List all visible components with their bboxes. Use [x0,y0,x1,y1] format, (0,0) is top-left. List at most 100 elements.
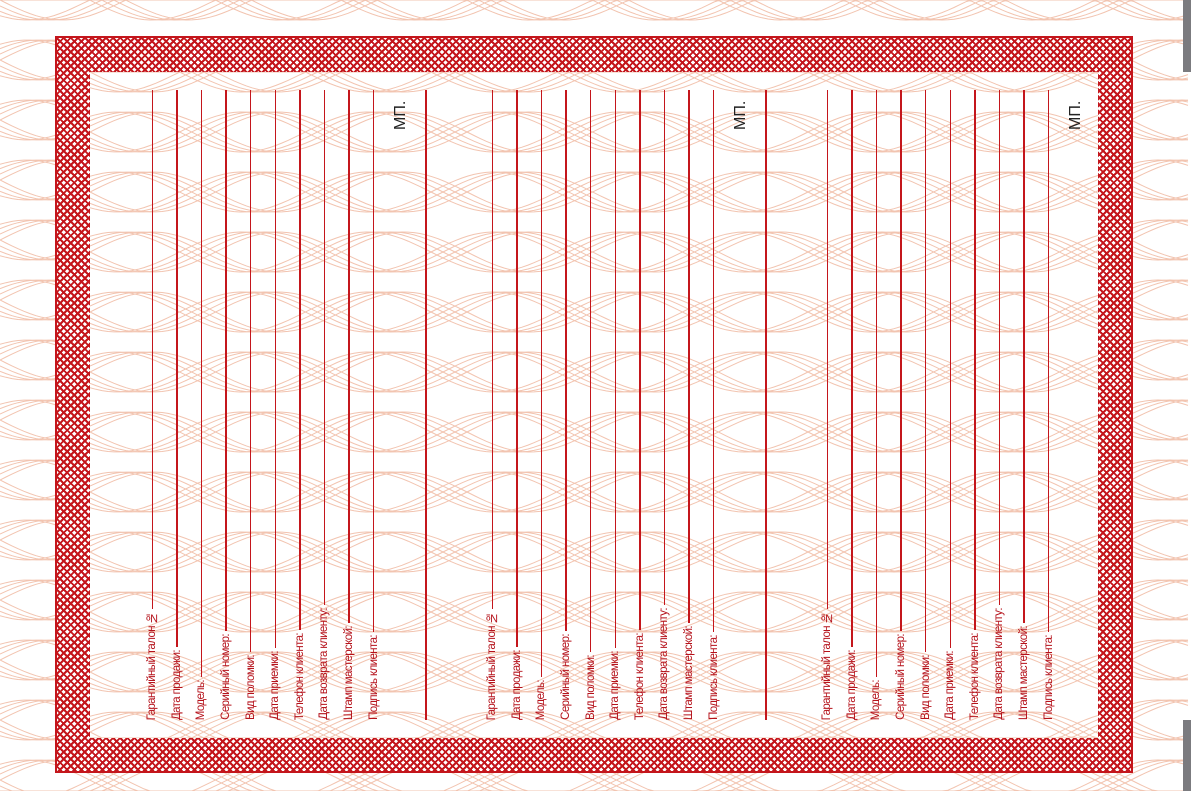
field-column[interactable]: Дата возврата клиенту: [987,90,1012,720]
field-column[interactable]: Дата продажи: [505,90,530,720]
fill-line [225,90,227,632]
field-label: Дата приемки: [944,651,957,720]
field-label: Модель: [535,679,548,720]
field-column[interactable]: Телефон клиента: [963,90,988,720]
coupon-divider [425,90,427,720]
field-label: Телефон клиента: [968,632,981,720]
fill-line [851,90,853,647]
warranty-coupon: Гарантийный талон № Дата продажи: Модель: С… [140,90,410,720]
field-label: Гарантийный талон № [486,611,499,720]
fill-line [323,90,326,606]
field-column[interactable]: Модель: [529,90,554,720]
coupon-divider [765,90,767,720]
warranty-coupon: Гарантийный талон № Дата продажи: Модель: С… [815,90,1085,720]
field-label: Штамп мастерской: [683,625,696,720]
field-column[interactable]: Серийный номер: [554,90,579,720]
field-label: Серийный номер: [895,634,908,720]
fill-line [924,90,927,653]
stamp-label: МП. [391,100,409,130]
field-column[interactable]: Телефон клиента: [628,90,653,720]
fill-line [491,90,494,609]
fill-line [663,90,666,606]
fill-line [516,90,518,647]
stamp-label: МП. [731,100,749,130]
field-label: Дата продажи: [510,649,523,720]
field-label: Модель: [870,679,883,720]
field-column[interactable]: Дата приемки: [263,90,288,720]
field-label: Штамп мастерской: [343,625,356,720]
field-column[interactable]: Модель: [864,90,889,720]
field-label: Дата возврата клиенту: [993,608,1006,720]
field-column[interactable]: Дата приемки: [603,90,628,720]
fill-line [372,90,375,633]
field-column[interactable]: Модель: [189,90,214,720]
field-column[interactable]: Серийный номер: [889,90,914,720]
fill-line [565,90,567,632]
field-column[interactable]: Штамп мастерской: [337,90,362,720]
field-column[interactable]: Серийный номер: [214,90,239,720]
fill-line [1047,90,1050,633]
fill-line [176,90,178,647]
scrollbar-top[interactable] [1183,0,1191,72]
field-label: Серийный номер: [560,634,573,720]
field-label: Телефон клиента: [633,632,646,720]
fill-line [200,90,203,677]
field-column[interactable]: Дата продажи: [165,90,190,720]
field-label: Дата продажи: [845,649,858,720]
fill-line [151,90,154,609]
fill-line [900,90,902,632]
field-column[interactable]: Гарантийный талон № [815,90,840,720]
warranty-coupon: Гарантийный талон № Дата продажи: Модель: С… [480,90,750,720]
field-label: Дата возврата клиенту: [658,608,671,720]
field-label: Дата приемки: [269,651,282,720]
fill-line [614,90,617,649]
fill-line [875,90,878,677]
field-label: Вид поломки: [584,655,597,720]
field-label: Подпись клиента: [1042,635,1055,720]
field-column[interactable]: Дата возврата клиенту: [652,90,677,720]
field-label: Телефон клиента: [293,632,306,720]
field-column[interactable]: Штамп мастерской: [1012,90,1037,720]
fill-line [1023,90,1025,623]
fill-line [348,90,350,623]
field-label: Гарантийный талон № [146,611,159,720]
field-column[interactable]: Гарантийный талон № [140,90,165,720]
field-column[interactable]: Дата продажи: [840,90,865,720]
field-label: Подпись клиента: [367,635,380,720]
field-label: Вид поломки: [244,655,257,720]
field-column[interactable]: Гарантийный талон № [480,90,505,720]
field-label: Модель: [195,679,208,720]
fill-line [826,90,829,609]
field-label: Гарантийный талон № [821,611,834,720]
field-label: Дата возврата клиенту: [318,608,331,720]
field-label: Серийный номер: [220,634,233,720]
field-label: Подпись клиента: [707,635,720,720]
field-label: Вид поломки: [919,655,932,720]
fill-line [249,90,252,653]
field-column[interactable]: Дата возврата клиенту: [312,90,337,720]
stamp-label: МП. [1066,100,1084,130]
field-column[interactable]: Подпись клиента: [1036,90,1061,720]
field-label: Штамп мастерской: [1018,625,1031,720]
field-column[interactable]: Телефон клиента: [288,90,313,720]
field-column[interactable]: Вид поломки: [913,90,938,720]
scrollbar-bottom[interactable] [1183,720,1191,791]
fill-line [688,90,690,623]
field-column[interactable]: Штамп мастерской: [677,90,702,720]
fill-line [274,90,277,649]
guilloche-inner [90,72,1098,738]
fill-line [974,90,976,630]
field-column[interactable]: Вид поломки: [238,90,263,720]
fill-line [949,90,952,649]
fill-line [589,90,592,653]
field-column[interactable]: Вид поломки: [578,90,603,720]
fill-line [299,90,301,630]
field-column[interactable]: Дата приемки: [938,90,963,720]
fill-line [639,90,641,630]
fill-line [712,90,715,633]
field-column[interactable]: Подпись клиента: [701,90,726,720]
fill-line [540,90,543,677]
field-column[interactable]: Подпись клиента: [361,90,386,720]
card-body [90,72,1098,738]
fill-line [998,90,1001,606]
